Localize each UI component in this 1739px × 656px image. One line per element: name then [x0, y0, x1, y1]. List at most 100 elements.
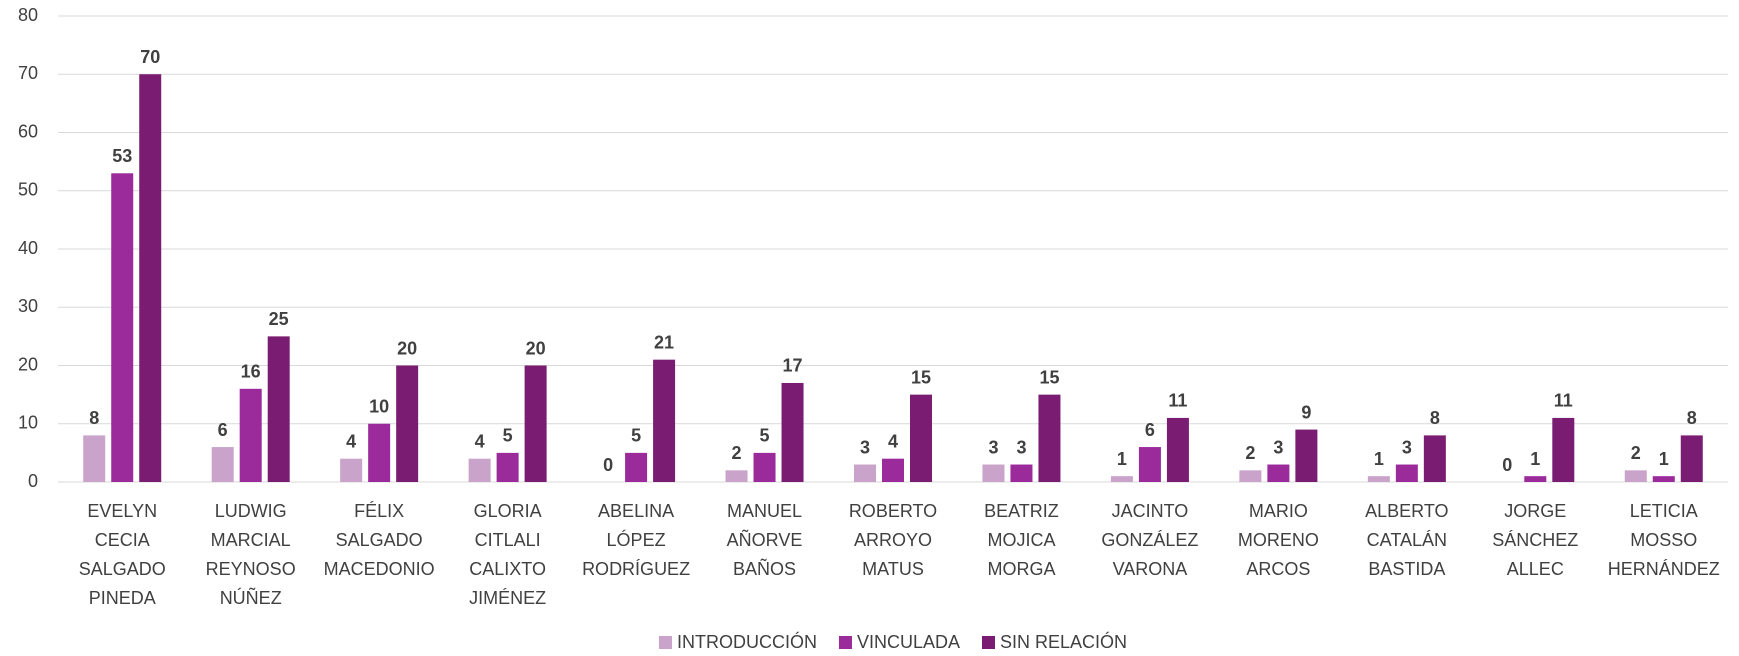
x-tick-label: BEATRIZ MOJICA MORGA — [984, 501, 1059, 579]
bar — [1624, 470, 1647, 482]
x-tick-label: ABELINA LÓPEZ RODRÍGUEZ — [582, 501, 690, 579]
data-label: 1 — [1659, 449, 1669, 469]
data-label: 11 — [1554, 391, 1573, 411]
x-tick-label: JACINTO GONZÁLEZ VARONA — [1101, 501, 1198, 579]
y-tick-label: 20 — [18, 354, 38, 374]
data-label: 6 — [1145, 420, 1155, 440]
data-label: 15 — [911, 367, 931, 387]
bar — [1423, 435, 1446, 482]
bar — [267, 336, 290, 482]
bar — [1524, 476, 1547, 482]
data-label: 17 — [783, 356, 803, 376]
bar — [982, 464, 1005, 482]
data-label: 53 — [112, 146, 132, 166]
data-label: 2 — [732, 443, 742, 463]
data-label: 16 — [241, 362, 261, 382]
data-label: 5 — [503, 426, 513, 446]
bar — [725, 470, 748, 482]
bar — [1110, 476, 1133, 482]
legend-label: VINCULADA — [857, 632, 960, 652]
data-label: 5 — [631, 426, 641, 446]
data-label: 2 — [1245, 443, 1255, 463]
bar — [653, 359, 676, 482]
bar — [340, 458, 363, 482]
data-label: 8 — [1430, 408, 1440, 428]
y-tick-label: 60 — [18, 121, 38, 141]
data-label: 3 — [1402, 437, 1412, 457]
bar — [111, 173, 134, 482]
bar — [83, 435, 106, 482]
bar — [910, 394, 932, 482]
bar — [139, 74, 162, 482]
bar — [1267, 464, 1290, 482]
bar — [468, 458, 491, 482]
bar — [625, 452, 648, 482]
data-label: 1 — [1117, 449, 1127, 469]
data-label: 9 — [1301, 402, 1311, 422]
legend-swatch — [658, 636, 672, 649]
data-label: 1 — [1374, 449, 1384, 469]
x-tick-label: MANUEL AÑORVE BAÑOS — [727, 501, 803, 579]
data-label: 5 — [760, 426, 770, 446]
data-label: 8 — [1687, 408, 1697, 428]
data-label: 20 — [397, 338, 417, 358]
bar — [368, 423, 391, 482]
bar — [396, 365, 419, 482]
x-tick-label: MARIO MORENO ARCOS — [1238, 501, 1319, 579]
y-tick-label: 80 — [18, 5, 38, 25]
bar — [1239, 470, 1262, 482]
data-label: 20 — [526, 338, 546, 358]
bar — [496, 452, 519, 482]
y-tick-label: 10 — [18, 413, 38, 433]
legend-swatch — [838, 636, 852, 649]
bar — [1038, 394, 1061, 482]
data-label: 11 — [1168, 391, 1187, 411]
data-label: 4 — [888, 431, 898, 451]
data-label: 21 — [654, 332, 674, 352]
y-tick-label: 30 — [18, 296, 38, 316]
y-tick-label: 0 — [28, 471, 38, 491]
data-label: 8 — [89, 408, 99, 428]
data-label: 3 — [988, 437, 998, 457]
bar — [211, 447, 234, 482]
bar — [1652, 476, 1675, 482]
bar — [753, 452, 776, 482]
data-label: 3 — [860, 437, 870, 457]
bar — [1395, 464, 1418, 482]
data-label: 70 — [140, 47, 160, 67]
bar — [1552, 417, 1575, 482]
bar — [1010, 464, 1033, 482]
legend: INTRODUCCIÓN VINCULADA SIN RELACIÓN — [658, 631, 1127, 652]
bar — [1680, 435, 1703, 482]
data-label: 4 — [346, 431, 356, 451]
bar — [524, 365, 547, 482]
bar — [781, 382, 804, 482]
x-tick-label: JORGE SÁNCHEZ ALLEC — [1492, 501, 1578, 579]
data-label: 10 — [369, 397, 389, 417]
x-tick-label: EVELYN CECIA SALGADO PINEDA — [79, 501, 166, 608]
data-label: 0 — [1502, 455, 1512, 475]
y-tick-label: 50 — [18, 180, 38, 200]
y-tick-label: 40 — [18, 238, 38, 258]
bar — [1138, 447, 1161, 482]
x-tick-label: GLORIA CITLALI CALIXTO JIMÉNEZ — [469, 501, 546, 608]
bar — [1166, 417, 1189, 482]
x-tick-label: LETICIA MOSSO HERNÁNDEZ — [1608, 501, 1720, 579]
data-label: 3 — [1016, 437, 1026, 457]
bar — [1295, 429, 1318, 482]
x-tick-label: ALBERTO CATALÁN BASTIDA — [1365, 501, 1448, 579]
x-tick-label: ROBERTO ARROYO MATUS — [849, 501, 937, 579]
legend-label: INTRODUCCIÓN — [677, 631, 817, 652]
data-label: 0 — [603, 455, 613, 475]
bar — [882, 458, 904, 482]
bar — [239, 388, 262, 482]
data-label: 4 — [475, 431, 485, 451]
legend-swatch — [982, 636, 995, 649]
x-tick-label: LUDWIG MARCIAL REYNOSO NÚÑEZ — [206, 501, 296, 608]
data-label: 3 — [1273, 437, 1283, 457]
data-label: 6 — [218, 420, 228, 440]
y-tick-label: 70 — [18, 63, 38, 83]
data-label: 1 — [1530, 449, 1540, 469]
bar — [854, 464, 876, 482]
